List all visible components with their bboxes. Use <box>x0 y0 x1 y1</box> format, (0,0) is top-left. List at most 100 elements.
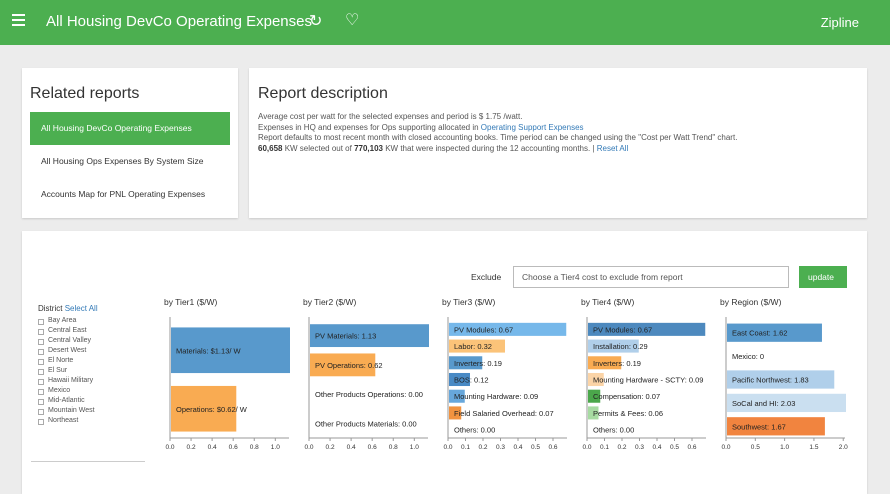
district-label: El Sur <box>48 367 68 374</box>
checkbox[interactable] <box>38 409 44 415</box>
checkbox[interactable] <box>38 359 44 365</box>
x-tick-label: 0.3 <box>496 444 505 451</box>
x-tick-label: 0.5 <box>751 444 760 451</box>
selected-kw: 60,658 <box>258 143 283 153</box>
bar[interactable] <box>310 353 376 377</box>
bar[interactable] <box>588 406 599 420</box>
exclude-input[interactable]: Choose a Tier4 cost to exclude from repo… <box>513 266 789 288</box>
x-tick-label: 0.6 <box>687 444 696 451</box>
report-description-text: Average cost per watt for the selected e… <box>258 112 737 154</box>
checkbox[interactable] <box>38 389 44 395</box>
district-label: Mid-Atlantic <box>48 397 85 404</box>
district-label: Bay Area <box>48 317 77 324</box>
checkbox[interactable] <box>38 349 44 355</box>
checkbox[interactable] <box>38 329 44 335</box>
district-label: Hawaii Military <box>48 377 94 384</box>
checkbox[interactable] <box>38 339 44 345</box>
related-report-item[interactable]: All Housing Ops Expenses By System Size <box>41 156 204 166</box>
top-bar: All Housing DevCo Operating Expenses ↻ ♡… <box>0 0 890 45</box>
description-text: KW that were inspected during the 12 acc… <box>382 143 597 153</box>
x-tick-label: 0.0 <box>582 444 591 451</box>
select-all-link[interactable]: Select All <box>64 304 98 313</box>
district-checkbox-item[interactable]: Mexico <box>38 387 95 397</box>
district-label: Mountain West <box>48 407 95 414</box>
district-checkbox-item[interactable]: Northeast <box>38 417 95 427</box>
bar-label: Mexico: 0 <box>732 352 764 361</box>
district-label: Northeast <box>48 417 79 424</box>
chart-title: by Region ($/W) <box>720 297 782 307</box>
bar[interactable] <box>449 389 465 403</box>
bar-label: PV Modules: 0.67 <box>593 325 652 334</box>
checkbox[interactable] <box>38 419 44 425</box>
bar[interactable] <box>588 339 639 353</box>
bar[interactable] <box>449 339 505 353</box>
charts-area: by Tier1 ($/W) Materials: $1.13/ W Operati… <box>164 297 848 451</box>
district-checkbox-item[interactable]: Desert West <box>38 347 95 357</box>
district-checkbox-item[interactable]: El Sur <box>38 367 95 377</box>
bar[interactable] <box>171 385 237 432</box>
district-checkbox-item[interactable]: Mid-Atlantic <box>38 397 95 407</box>
district-checkbox-item[interactable]: Mountain West <box>38 407 95 417</box>
bar-label: Field Salaried Overhead: 0.07 <box>454 409 554 418</box>
chart-title: by Tier1 ($/W) <box>164 297 218 307</box>
report-description-heading: Report description <box>258 85 388 102</box>
checkbox[interactable] <box>38 369 44 375</box>
update-button[interactable]: update <box>799 266 847 288</box>
bar[interactable] <box>588 389 601 403</box>
bar-label: Mounting Hardware: 0.09 <box>454 392 538 401</box>
refresh-icon[interactable]: ↻ <box>309 13 323 30</box>
bar-label: Southwest: 1.67 <box>732 422 786 431</box>
related-reports-card: Related reports All Housing DevCo Operat… <box>22 68 238 218</box>
bar[interactable] <box>310 324 429 348</box>
bar-label: Labor: 0.32 <box>454 342 492 351</box>
x-tick-label: 0.4 <box>347 444 356 451</box>
x-tick-label: 0.5 <box>670 444 679 451</box>
brand-name[interactable]: Zipline <box>820 15 859 30</box>
bar-label: Materials: $1.13/ W <box>176 346 242 355</box>
bar-label: Installation: 0.29 <box>593 342 648 351</box>
bar[interactable] <box>727 393 846 413</box>
reset-all-link[interactable]: Reset All <box>596 143 629 153</box>
x-tick-label: 0.4 <box>208 444 217 451</box>
bar[interactable] <box>588 322 706 336</box>
related-report-item[interactable]: All Housing DevCo Operating Expenses <box>30 112 230 145</box>
bar[interactable] <box>449 356 483 370</box>
district-checkbox-item[interactable]: Hawaii Military <box>38 377 95 387</box>
bar[interactable] <box>449 322 567 336</box>
heart-icon[interactable]: ♡ <box>345 12 360 29</box>
bar[interactable] <box>727 323 822 342</box>
description-text: Expenses in HQ and expenses for Ops supp… <box>258 122 481 132</box>
x-tick-label: 0.0 <box>443 444 452 451</box>
x-tick-label: 0.4 <box>652 444 661 451</box>
district-checkbox-item[interactable]: El Norte <box>38 357 95 367</box>
bar-label: Other Products Materials: 0.00 <box>315 419 417 428</box>
bar[interactable] <box>449 406 462 420</box>
description-line: Report defaults to most recent month wit… <box>258 133 738 142</box>
related-report-item[interactable]: Accounts Map for PNL Operating Expenses <box>41 189 206 199</box>
bar[interactable] <box>727 370 835 389</box>
chart-title: by Tier3 ($/W) <box>442 297 496 307</box>
checkbox[interactable] <box>38 399 44 405</box>
x-tick-label: 1.0 <box>271 444 280 451</box>
district-checkbox-item[interactable]: Bay Area <box>38 317 95 327</box>
district-checkbox-item[interactable]: Central Valley <box>38 337 95 347</box>
bar[interactable] <box>588 356 622 370</box>
bar[interactable] <box>588 372 604 387</box>
checkbox[interactable] <box>38 379 44 385</box>
district-label: District <box>38 304 63 313</box>
bar[interactable] <box>171 327 290 374</box>
district-label: Desert West <box>48 347 87 354</box>
bar[interactable] <box>449 372 470 387</box>
bar-label: Inverters: 0.19 <box>454 359 502 368</box>
exclude-label: Exclude <box>471 272 502 282</box>
bar-label: Inverters: 0.19 <box>593 359 641 368</box>
bar-label: PV Operations: 0.62 <box>315 361 383 370</box>
bar-label: PV Modules: 0.67 <box>454 325 513 334</box>
bar[interactable] <box>727 417 825 436</box>
district-checkbox-item[interactable]: Central East <box>38 327 95 337</box>
checkbox[interactable] <box>38 319 44 325</box>
bar-label: Others: 0.00 <box>593 426 634 435</box>
operating-support-link[interactable]: Operating Support Expenses <box>480 122 584 132</box>
x-tick-label: 0.2 <box>617 444 626 451</box>
menu-icon[interactable] <box>12 14 25 26</box>
